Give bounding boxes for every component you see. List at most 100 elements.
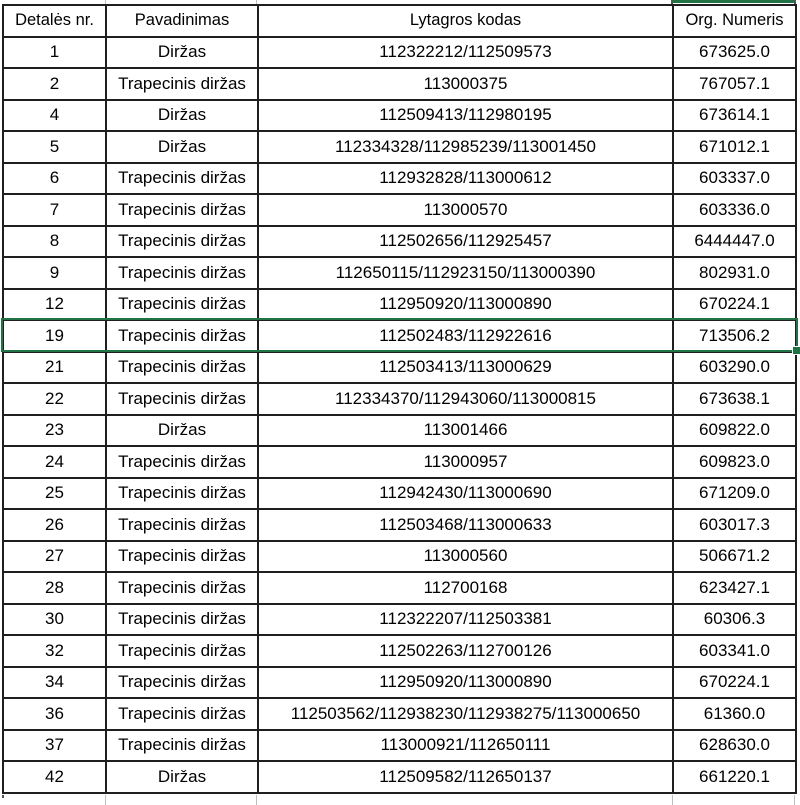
cell-pavadinimas[interactable]: Trapecinis diržas	[105, 508, 259, 542]
cell-pavadinimas[interactable]: Trapecinis diržas	[105, 224, 259, 258]
cell-pavadinimas[interactable]: Trapecinis diržas	[105, 256, 259, 290]
cell-org[interactable]: 609823.0	[672, 445, 797, 479]
cell-org[interactable]: 802931.0	[672, 256, 797, 290]
cell-kodas[interactable]: 113001466	[257, 413, 674, 447]
cell-nr[interactable]: 37	[2, 728, 107, 762]
fill-handle[interactable]	[792, 346, 800, 355]
cell-pavadinimas[interactable]: Trapecinis diržas	[105, 382, 259, 416]
cell-pavadinimas[interactable]: Trapecinis diržas	[105, 287, 259, 321]
column-header-lytagros-kodas[interactable]: Lytagros kodas	[257, 4, 674, 38]
cell-org[interactable]: 60306.3	[672, 602, 797, 636]
cell-org[interactable]: 623427.1	[672, 571, 797, 605]
cell-nr[interactable]: 4	[2, 98, 107, 132]
cell-pavadinimas[interactable]: Trapecinis diržas	[105, 445, 259, 479]
cell-kodas[interactable]: 112503562/112938230/112938275/113000650	[257, 697, 674, 731]
cell-pavadinimas[interactable]: Trapecinis diržas	[105, 67, 259, 101]
cell-kodas[interactable]: 112950920/113000890	[257, 665, 674, 699]
cell-kodas[interactable]: 113000570	[257, 193, 674, 227]
cell-kodas[interactable]: 113000560	[257, 539, 674, 573]
cell-kodas[interactable]: 112322207/112503381	[257, 602, 674, 636]
cell-nr[interactable]: 6	[2, 161, 107, 195]
cell-pavadinimas[interactable]: Trapecinis diržas	[105, 665, 259, 699]
cell-kodas[interactable]: 112932828/113000612	[257, 161, 674, 195]
cell-pavadinimas[interactable]: Trapecinis diržas	[105, 476, 259, 510]
cell-kodas[interactable]: 112334370/112943060/113000815	[257, 382, 674, 416]
cell-kodas[interactable]: 112650115/112923150/113000390	[257, 256, 674, 290]
cell-kodas[interactable]: 113000957	[257, 445, 674, 479]
cell-kodas[interactable]: 112950920/113000890	[257, 287, 674, 321]
cell-pavadinimas[interactable]: Trapecinis diržas	[105, 571, 259, 605]
cell-pavadinimas[interactable]: Trapecinis diržas	[105, 728, 259, 762]
cell-nr[interactable]: 28	[2, 571, 107, 605]
cell-org[interactable]: 603017.3	[672, 508, 797, 542]
cell-org[interactable]: 713506.2	[672, 319, 797, 353]
cell-nr[interactable]: 5	[2, 130, 107, 164]
cell-kodas[interactable]: 113000375	[257, 67, 674, 101]
cell-nr[interactable]: 1	[2, 35, 107, 69]
cell-pavadinimas[interactable]: Diržas	[105, 35, 259, 69]
cell-nr[interactable]: 27	[2, 539, 107, 573]
cell-org[interactable]: 670224.1	[672, 287, 797, 321]
cell-org[interactable]: 671012.1	[672, 130, 797, 164]
cell-pavadinimas[interactable]: Diržas	[105, 413, 259, 447]
cell-org[interactable]: 673638.1	[672, 382, 797, 416]
column-header-org-numeris[interactable]: Org. Numeris	[672, 4, 797, 38]
cell-kodas[interactable]: 112509582/112650137	[257, 760, 674, 794]
cell-org[interactable]: 506671.2	[672, 539, 797, 573]
cell-kodas[interactable]: 112322212/112509573	[257, 35, 674, 69]
cell-pavadinimas[interactable]: Trapecinis diržas	[105, 634, 259, 668]
cell-kodas[interactable]: 113000921/112650111	[257, 728, 674, 762]
cell-nr[interactable]: 26	[2, 508, 107, 542]
cell-org[interactable]: 673625.0	[672, 35, 797, 69]
cell-nr[interactable]: 34	[2, 665, 107, 699]
cell-nr[interactable]: 25	[2, 476, 107, 510]
cell-nr[interactable]: 2	[2, 67, 107, 101]
cell-kodas[interactable]: 112502656/112925457	[257, 224, 674, 258]
cell-kodas[interactable]: 112503413/113000629	[257, 350, 674, 384]
cell-pavadinimas[interactable]: Trapecinis diržas	[105, 697, 259, 731]
cell-org[interactable]: 6444447.0	[672, 224, 797, 258]
cell-kodas[interactable]: 112700168	[257, 571, 674, 605]
cell-nr[interactable]: 21	[2, 350, 107, 384]
cell-kodas[interactable]: 112509413/112980195	[257, 98, 674, 132]
cell-org[interactable]: 603336.0	[672, 193, 797, 227]
cell-org[interactable]: 673614.1	[672, 98, 797, 132]
cell-org[interactable]: 603341.0	[672, 634, 797, 668]
column-header-pavadinimas[interactable]: Pavadinimas	[105, 4, 259, 38]
cell-nr[interactable]: 24	[2, 445, 107, 479]
cell-nr[interactable]: 19	[2, 319, 107, 353]
cell-pavadinimas[interactable]: Trapecinis diržas	[105, 193, 259, 227]
cell-kodas[interactable]: 112942430/113000690	[257, 476, 674, 510]
cell-pavadinimas[interactable]: Diržas	[105, 98, 259, 132]
cell-nr[interactable]: 7	[2, 193, 107, 227]
cell-org[interactable]: 603290.0	[672, 350, 797, 384]
cell-nr[interactable]: 12	[2, 287, 107, 321]
cell-kodas[interactable]: 112334328/112985239/113001450	[257, 130, 674, 164]
cell-pavadinimas[interactable]: Trapecinis diržas	[105, 602, 259, 636]
cell-org[interactable]: 609822.0	[672, 413, 797, 447]
cell-kodas[interactable]: 112502263/112700126	[257, 634, 674, 668]
cell-pavadinimas[interactable]: Diržas	[105, 760, 259, 794]
cell-nr[interactable]: 23	[2, 413, 107, 447]
cell-org[interactable]: 671209.0	[672, 476, 797, 510]
cell-nr[interactable]: 42	[2, 760, 107, 794]
cell-nr[interactable]: 22	[2, 382, 107, 416]
cell-nr[interactable]: 30	[2, 602, 107, 636]
cell-org[interactable]: 661220.1	[672, 760, 797, 794]
cell-nr[interactable]: 36	[2, 697, 107, 731]
cell-pavadinimas[interactable]: Trapecinis diržas	[105, 161, 259, 195]
column-header-detales-nr[interactable]: Detalės nr.	[2, 4, 107, 38]
cell-nr[interactable]: 9	[2, 256, 107, 290]
cell-pavadinimas[interactable]: Trapecinis diržas	[105, 350, 259, 384]
cell-org[interactable]: 61360.0	[672, 697, 797, 731]
cell-nr[interactable]: 32	[2, 634, 107, 668]
cell-pavadinimas[interactable]: Trapecinis diržas	[105, 319, 259, 353]
cell-org[interactable]: 670224.1	[672, 665, 797, 699]
cell-org[interactable]: 767057.1	[672, 67, 797, 101]
cell-pavadinimas[interactable]: Diržas	[105, 130, 259, 164]
cell-kodas[interactable]: 112503468/113000633	[257, 508, 674, 542]
cell-pavadinimas[interactable]: Trapecinis diržas	[105, 539, 259, 573]
cell-org[interactable]: 628630.0	[672, 728, 797, 762]
cell-kodas[interactable]: 112502483/112922616	[257, 319, 674, 353]
cell-org[interactable]: 603337.0	[672, 161, 797, 195]
